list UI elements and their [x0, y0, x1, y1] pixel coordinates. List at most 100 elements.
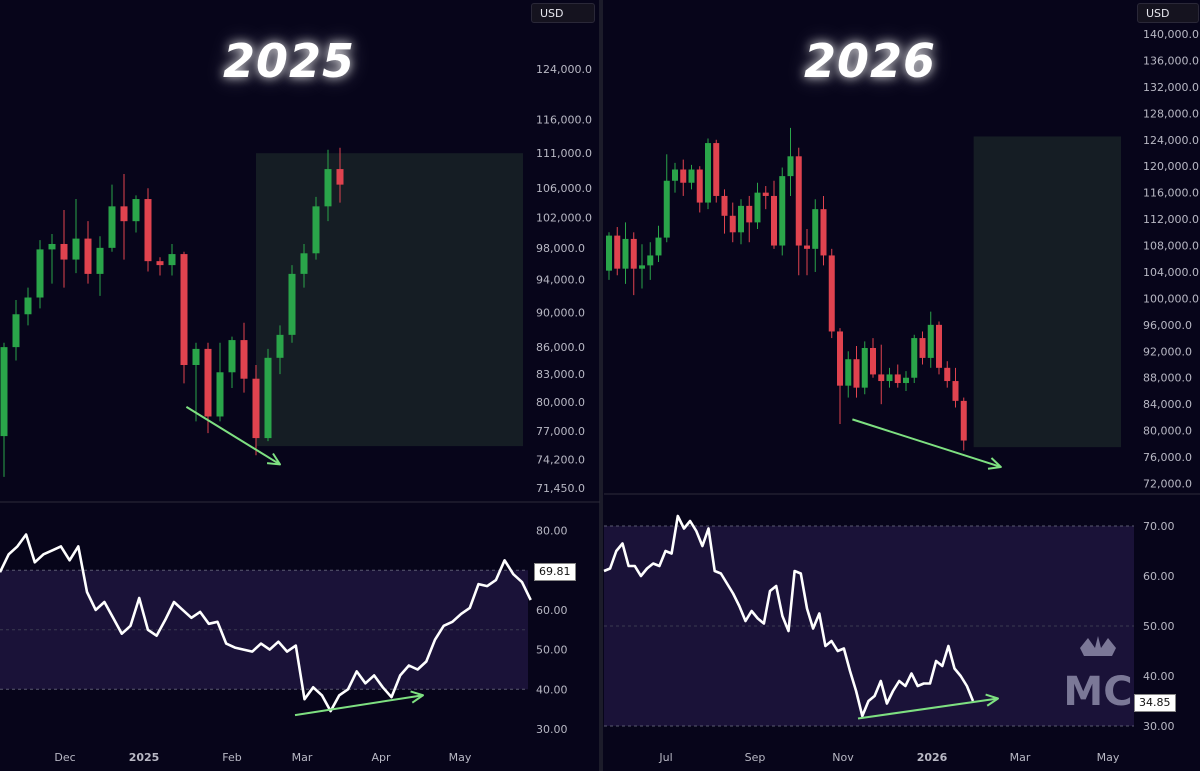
crown-mc-logo-icon: MC — [1063, 636, 1133, 715]
candle-body — [288, 273, 296, 335]
candle-body — [663, 180, 670, 238]
candle-body — [12, 314, 20, 348]
candle-body — [853, 359, 860, 388]
price-tick-label: 90,000.0 — [536, 307, 585, 320]
candle-body — [228, 340, 236, 373]
price-tick-label: 102,000.0 — [536, 211, 592, 224]
price-tick-label: 124,000.0 — [536, 63, 592, 76]
time-axis-label: Nov — [832, 751, 854, 764]
price-tick-label: 94,000.0 — [536, 274, 585, 287]
currency-badge-left[interactable]: USD — [531, 3, 595, 23]
rsi-last-value-badge-right: 34.85 — [1134, 694, 1176, 712]
candle-body — [886, 374, 893, 382]
price-tick-label: 76,000.0 — [1143, 451, 1192, 464]
rsi-tick-label: 80.00 — [536, 525, 568, 538]
price-tick-label: 104,000.0 — [1143, 266, 1199, 279]
price-tick-label: 100,000.0 — [1143, 292, 1199, 305]
crown-shape — [1080, 636, 1116, 656]
candle-body — [300, 253, 308, 274]
candle-body — [672, 169, 678, 181]
projection-box — [256, 153, 523, 447]
price-tick-label: 86,000.0 — [536, 341, 585, 354]
candle-body — [36, 249, 44, 298]
price-divergence-arrow-head — [987, 457, 1002, 470]
candle-body — [336, 169, 344, 185]
candle-body — [192, 348, 200, 366]
price-tick-label: 72,000.0 — [1143, 478, 1192, 491]
price-divergence-arrow-shaft — [852, 418, 1002, 468]
price-tick-label: 124,000.0 — [1143, 134, 1199, 147]
panel-left: 124,000.0 116,000.0 111,000.0 106,000.0 102,… — [0, 63, 600, 764]
candle-body — [870, 347, 876, 375]
price-tick-label: 106,000.0 — [536, 182, 592, 195]
panel-title-left: 2025 — [222, 34, 356, 88]
candle-body — [96, 247, 104, 274]
candle-body — [655, 237, 662, 256]
candle-body — [927, 324, 934, 358]
candle-body — [180, 254, 188, 366]
candle-body — [606, 235, 612, 271]
candle-body — [894, 374, 901, 384]
rsi-divergence-arrow-shaft — [857, 697, 999, 720]
rsi-tick-label: 30.00 — [536, 723, 568, 736]
currency-badge-right[interactable]: USD — [1137, 3, 1199, 23]
candle-body — [240, 340, 248, 379]
candle-body — [779, 176, 786, 246]
rsi-line — [0, 533, 532, 713]
rsi-divergence-arrow-shaft — [294, 694, 424, 717]
time-axis-label: Dec — [54, 751, 75, 764]
candle-body — [120, 206, 128, 222]
rsi-divergence-arrow-head — [985, 693, 999, 707]
candle-body — [72, 238, 80, 260]
time-axis-label: 2026 — [917, 751, 948, 764]
rsi-tick-label: 70.00 — [1143, 520, 1175, 533]
candle-body — [276, 334, 284, 358]
candle-body — [168, 254, 176, 266]
currency-label: USD — [540, 7, 564, 20]
time-axis-label: May — [1097, 751, 1120, 764]
candle-body — [696, 169, 703, 203]
price-tick-label: 112,000.0 — [1143, 213, 1199, 226]
price-tick-label: 128,000.0 — [1143, 107, 1199, 120]
candle-body — [746, 205, 753, 223]
price-tick-label: 80,000.0 — [536, 396, 585, 409]
rsi-divergence-arrow — [857, 693, 999, 720]
price-tick-label: 80,000.0 — [1143, 425, 1192, 438]
candle-body — [944, 367, 951, 382]
candle-body — [680, 169, 687, 183]
price-tick-label: 84,000.0 — [1143, 398, 1192, 411]
price-tick-label: 98,000.0 — [536, 242, 585, 255]
rsi-line — [603, 514, 975, 718]
candle-body — [721, 195, 728, 216]
candle-body — [312, 206, 320, 254]
price-tick-label: 132,000.0 — [1143, 81, 1199, 94]
candle-body — [24, 297, 32, 315]
candle-body — [960, 400, 967, 441]
candle-body — [132, 199, 140, 222]
time-axis-label: May — [449, 751, 472, 764]
price-tick-label: 71,450.0 — [536, 482, 585, 495]
time-axis-label: Mar — [292, 751, 313, 764]
price-divergence-arrow-shaft — [185, 406, 281, 466]
time-axis-label: Apr — [371, 751, 391, 764]
price-tick-label: 88,000.0 — [1143, 372, 1192, 385]
candle-body — [812, 209, 819, 249]
candle-body — [762, 192, 769, 196]
candle-body — [84, 238, 92, 274]
rsi-last-value-badge-left: 69.81 — [534, 563, 576, 581]
candle-body — [647, 255, 654, 266]
rsi-tick-label: 40.00 — [536, 683, 568, 696]
candle-body — [705, 143, 711, 203]
candle-body — [828, 255, 835, 332]
time-axis-label: Mar — [1010, 751, 1031, 764]
price-divergence-arrow-head — [266, 452, 281, 466]
candle-body — [820, 209, 827, 256]
candle-body — [216, 372, 224, 417]
candle-body — [48, 243, 56, 250]
rsi-tick-label: 30.00 — [1143, 720, 1175, 733]
candle-body — [729, 215, 736, 233]
candle-body — [144, 199, 152, 262]
candle-body — [919, 338, 926, 358]
time-axis-label: 2025 — [129, 751, 160, 764]
